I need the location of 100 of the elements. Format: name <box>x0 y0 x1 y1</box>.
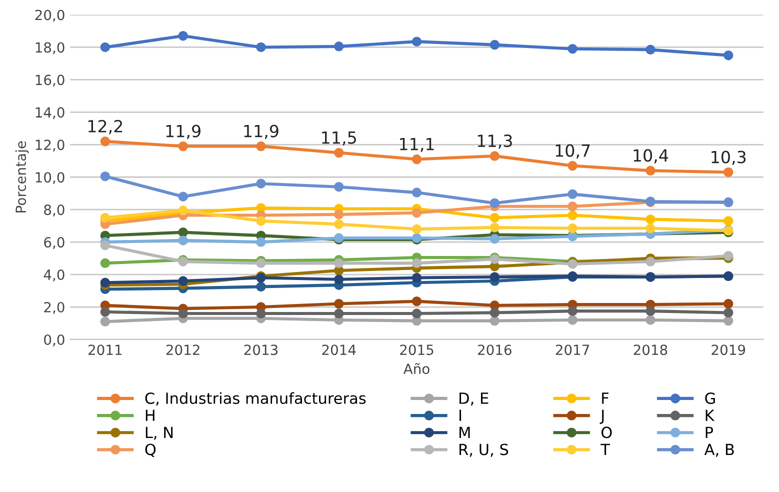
point <box>490 212 500 223</box>
point <box>646 166 656 176</box>
point <box>412 224 422 234</box>
point <box>724 50 734 60</box>
data-label: 11,9 <box>166 124 200 140</box>
point <box>178 192 188 202</box>
legend-label: K <box>706 410 715 421</box>
point <box>490 198 500 208</box>
point <box>100 240 110 250</box>
point <box>490 40 500 50</box>
point <box>178 276 188 286</box>
point <box>256 237 266 247</box>
y-tick-label: 14,0 <box>36 107 64 120</box>
point <box>178 227 188 238</box>
point <box>646 214 656 224</box>
point <box>256 141 266 152</box>
point <box>412 308 422 318</box>
legend-label: A, B <box>704 444 734 457</box>
point <box>256 216 266 226</box>
point <box>412 36 422 46</box>
point <box>412 272 422 283</box>
x-tick-label: 2016 <box>478 344 512 356</box>
point <box>334 210 344 220</box>
point <box>100 42 110 52</box>
point <box>568 201 578 212</box>
point <box>724 298 734 309</box>
point <box>178 308 188 318</box>
point <box>412 258 422 268</box>
point <box>178 236 188 246</box>
data-label: 10,4 <box>634 149 668 164</box>
y-axis-title: Porcentaje <box>15 141 29 212</box>
x-tick-label: 2013 <box>244 344 278 356</box>
point <box>334 42 344 52</box>
y-tick-label: 2,0 <box>44 302 64 314</box>
y-tick-label: 4,0 <box>44 270 64 282</box>
x-tick-label: 2015 <box>400 344 434 356</box>
point <box>646 223 656 234</box>
point <box>256 308 266 318</box>
legend-label: O <box>601 426 612 438</box>
point <box>100 136 110 146</box>
point <box>490 234 500 244</box>
point <box>412 296 422 306</box>
point <box>100 212 110 223</box>
point <box>646 256 656 266</box>
x-axis-title: Año <box>403 363 430 374</box>
point <box>568 306 578 316</box>
data-label: 11,9 <box>244 124 278 140</box>
y-tick-label: 12,0 <box>36 140 64 152</box>
point <box>100 316 110 326</box>
point <box>334 308 344 318</box>
point <box>568 223 578 234</box>
y-tick-label: 10,0 <box>36 172 64 184</box>
data-label: 10,7 <box>556 144 590 159</box>
y-tick-label: 0,0 <box>44 334 64 346</box>
point <box>100 307 110 317</box>
point <box>724 167 734 178</box>
point <box>256 258 266 268</box>
point <box>412 208 422 218</box>
legend-label: P <box>706 426 714 438</box>
data-label: 11,1 <box>400 138 434 152</box>
point <box>334 298 344 309</box>
x-tick-label: 2019 <box>712 344 746 356</box>
legend-label: M <box>460 426 470 438</box>
point <box>100 258 110 268</box>
point <box>724 308 734 318</box>
y-tick-label: 20,0 <box>35 10 64 22</box>
point <box>490 151 500 161</box>
legend-label: G <box>705 392 715 404</box>
point <box>646 44 656 55</box>
legend-label: L, N <box>146 426 173 440</box>
legend-label: T <box>600 444 610 456</box>
y-tick-label: 16,0 <box>36 74 64 87</box>
point <box>490 308 500 318</box>
point <box>256 282 266 292</box>
point <box>334 258 344 268</box>
x-tick-label: 2018 <box>634 344 668 356</box>
legend-label: F <box>602 392 609 404</box>
point <box>334 182 344 192</box>
point <box>334 148 344 158</box>
point <box>490 222 500 232</box>
point <box>568 315 578 325</box>
point <box>490 316 500 326</box>
legend-label: C, Industrias manufactureras <box>145 392 366 406</box>
point <box>646 315 656 325</box>
legend-label: D, E <box>460 392 488 406</box>
point <box>568 189 578 200</box>
x-tick-label: 2011 <box>88 344 122 356</box>
point <box>256 178 266 188</box>
legend-label: H <box>146 410 154 421</box>
data-label: 11,5 <box>322 131 356 146</box>
y-tick-label: 8,0 <box>44 204 64 216</box>
legend-label: Q <box>145 444 156 458</box>
x-tick-label: 2014 <box>322 344 356 356</box>
point <box>490 272 500 282</box>
data-label: 12,2 <box>88 120 122 134</box>
point <box>334 274 344 284</box>
legend-label: I <box>460 410 462 421</box>
data-label: 11,3 <box>478 134 512 149</box>
point <box>178 206 188 216</box>
point <box>412 188 422 198</box>
